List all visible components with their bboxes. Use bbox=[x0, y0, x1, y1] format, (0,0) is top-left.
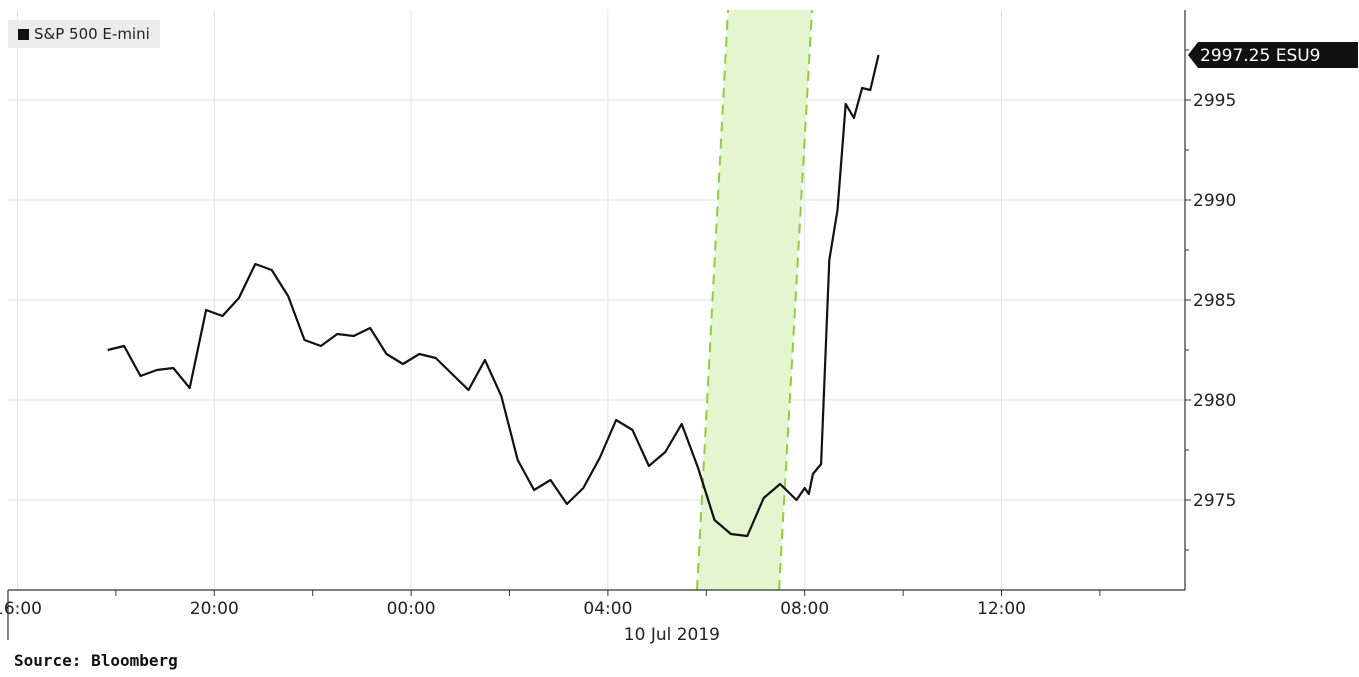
x-tick-label: 16:00 bbox=[0, 599, 42, 619]
source-note: Source: Bloomberg bbox=[14, 651, 178, 670]
last-value-badge bbox=[1188, 42, 1358, 68]
series-line-sp500-emini bbox=[107, 54, 880, 538]
x-tick-label: 08:00 bbox=[780, 599, 829, 619]
x-date-label: 10 Jul 2019 bbox=[624, 625, 720, 645]
last-value-label: 2997.25 ESU9 bbox=[1200, 46, 1321, 66]
highlight-right-edge bbox=[778, 9, 813, 591]
series-layer bbox=[107, 54, 880, 538]
y-tick-label: 2990 bbox=[1193, 191, 1236, 211]
highlight-band-fill bbox=[697, 10, 812, 590]
y-tick-label: 2980 bbox=[1193, 391, 1236, 411]
x-tick-label: 04:00 bbox=[583, 599, 632, 619]
highlight-band bbox=[696, 9, 813, 591]
y-tick-label: 2995 bbox=[1193, 91, 1236, 111]
x-tick-label: 20:00 bbox=[190, 599, 239, 619]
grid bbox=[8, 10, 1185, 590]
x-tick-label: 12:00 bbox=[977, 599, 1026, 619]
y-tick-label: 2985 bbox=[1193, 291, 1236, 311]
legend-swatch bbox=[18, 28, 29, 40]
x-tick-label: 00:00 bbox=[387, 599, 436, 619]
legend-label: S&P 500 E-mini bbox=[34, 25, 150, 43]
labels: 20:00 00:00 04:00 08:00 12:00 16:00 10 Jul 201… bbox=[0, 42, 1358, 645]
y-tick-label: 2975 bbox=[1193, 491, 1236, 511]
axes bbox=[7, 10, 1191, 640]
highlight-left-edge bbox=[696, 9, 729, 591]
legend: S&P 500 E-mini bbox=[8, 20, 160, 48]
